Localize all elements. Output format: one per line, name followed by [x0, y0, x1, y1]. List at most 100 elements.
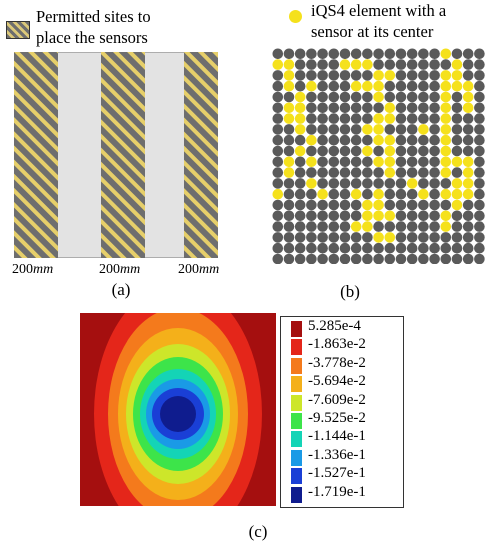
dimension-label-1: 200mm: [12, 262, 54, 277]
grid-element: [317, 145, 328, 157]
colorbar-label: -1.527e-1: [308, 465, 366, 482]
colorbar-swatch: [291, 486, 302, 503]
sensor-element: [317, 188, 328, 200]
grid-element: [406, 102, 418, 114]
grid-element: [462, 145, 474, 157]
grid-element: [418, 199, 429, 211]
grid-element: [395, 91, 407, 103]
sensor-element: [462, 156, 474, 168]
grid-element: [462, 59, 474, 70]
grid-element: [272, 113, 284, 124]
colorbar-label: -1.144e-1: [308, 428, 366, 445]
grid-element: [474, 124, 485, 135]
colorbar-label: -1.336e-1: [308, 446, 366, 463]
grid-element: [418, 80, 429, 92]
sensor-element: [373, 156, 384, 168]
grid-element: [317, 167, 328, 178]
grid-element: [317, 80, 328, 92]
grid-element: [418, 242, 429, 254]
grid-element: [339, 221, 351, 232]
grid-element: [395, 188, 407, 200]
grid-element: [462, 242, 474, 254]
grid-element: [328, 113, 340, 124]
grid-element: [429, 221, 440, 232]
sensor-element: [272, 188, 284, 200]
grid-element: [328, 59, 340, 70]
grid-element: [440, 232, 452, 243]
sensor-element: [373, 91, 384, 103]
grid-element: [418, 70, 429, 81]
grid-element: [339, 156, 351, 168]
sensor-element: [451, 156, 463, 168]
sensor-element: [373, 113, 384, 124]
grid-element: [373, 253, 384, 264]
grid-element: [306, 113, 317, 124]
grid-element: [451, 145, 463, 157]
sensor-element: [373, 188, 384, 200]
grid-element: [418, 178, 429, 189]
grid-element: [317, 221, 328, 232]
sensor-element: [440, 48, 452, 60]
sensor-element: [350, 80, 362, 92]
grid-element: [317, 178, 328, 189]
grid-element: [328, 232, 340, 243]
grid-element: [294, 80, 306, 92]
grid-element: [272, 134, 284, 146]
sensor-element: [373, 124, 384, 135]
grid-element: [350, 124, 362, 135]
grid-element: [294, 167, 306, 178]
grid-element: [384, 59, 396, 70]
grid-element: [395, 70, 407, 81]
sensor-element: [362, 199, 373, 211]
grid-element: [350, 156, 362, 168]
colorbar-label: -7.609e-2: [308, 391, 366, 408]
grid-element: [294, 70, 306, 81]
grid-element: [474, 48, 485, 60]
grid-element: [339, 210, 351, 222]
sensor-element: [362, 80, 373, 92]
grid-element: [395, 134, 407, 146]
grid-element: [451, 221, 463, 232]
grid-element: [362, 188, 373, 200]
grid-element: [373, 102, 384, 114]
grid-element: [429, 145, 440, 157]
grid-element: [362, 167, 373, 178]
grid-element: [406, 91, 418, 103]
grid-element: [406, 59, 418, 70]
grid-element: [294, 134, 306, 146]
sensor-element: [384, 113, 396, 124]
grid-element: [317, 156, 328, 168]
grid-element: [395, 242, 407, 254]
grid-element: [306, 124, 317, 135]
grid-element: [429, 70, 440, 81]
grid-element: [474, 253, 485, 264]
grid-element: [272, 199, 284, 211]
grid-element: [373, 48, 384, 60]
grid-element: [474, 102, 485, 114]
grid-element: [429, 178, 440, 189]
grid-element: [283, 242, 295, 254]
sensor-element: [294, 145, 306, 157]
grid-element: [362, 102, 373, 114]
legend-sensor-element: iQS4 element with a sensor at its center: [285, 0, 495, 46]
grid-element: [272, 80, 284, 92]
sensor-element: [384, 232, 396, 243]
grid-element: [283, 48, 295, 60]
grid-element: [294, 253, 306, 264]
grid-element: [362, 178, 373, 189]
sensor-element: [451, 199, 463, 211]
grid-element: [418, 59, 429, 70]
panel-b-element-grid: [272, 48, 490, 264]
grid-element: [272, 167, 284, 178]
grid-element: [429, 80, 440, 92]
sensor-element: [362, 221, 373, 232]
grid-element: [373, 178, 384, 189]
grid-element: [362, 70, 373, 81]
grid-element: [451, 91, 463, 103]
sensor-element: [294, 102, 306, 114]
grid-element: [350, 242, 362, 254]
grid-element: [283, 253, 295, 264]
grid-element: [339, 232, 351, 243]
sensor-element: [462, 178, 474, 189]
grid-element: [362, 242, 373, 254]
